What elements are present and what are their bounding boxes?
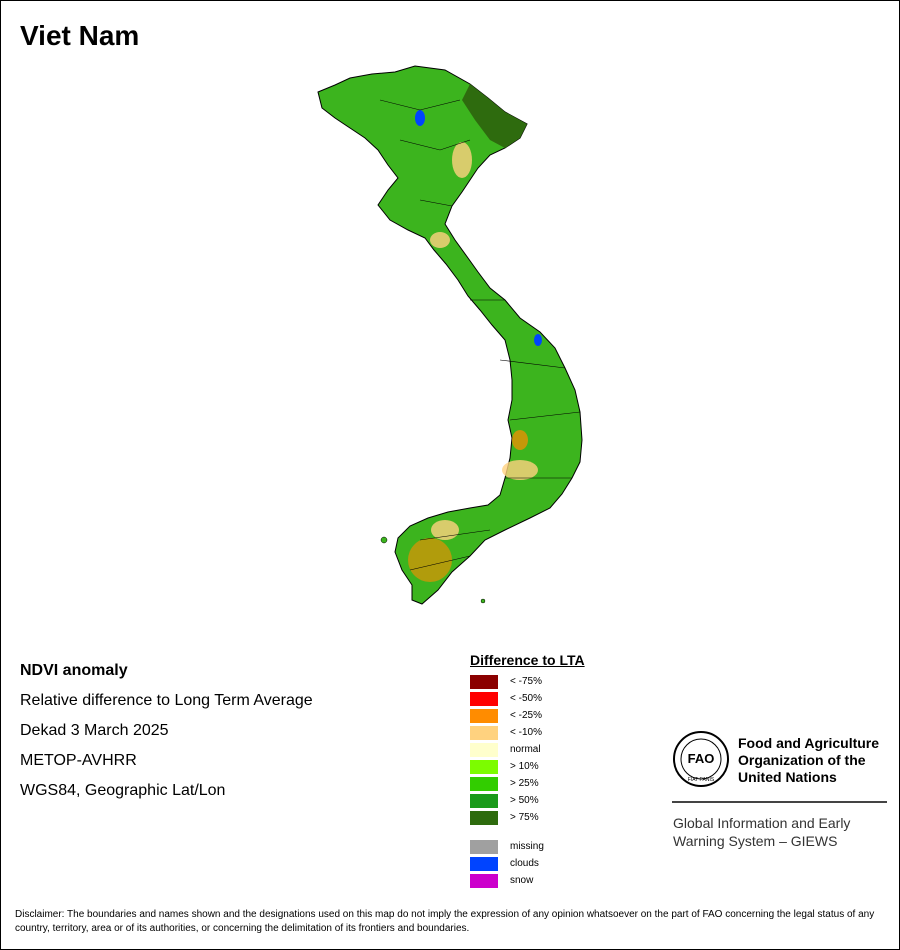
legend-row: clouds — [470, 855, 670, 872]
legend-swatch — [470, 708, 498, 723]
legend-row: < -75% — [470, 673, 670, 690]
organization-name: Food and Agriculture Organization of the… — [738, 735, 880, 785]
fao-logo-motto: FIAT PANIS — [688, 777, 715, 783]
fao-logo: FAO FIAT PANIS — [673, 731, 729, 787]
legend-label: < -50% — [510, 693, 542, 704]
legend-swatch — [470, 674, 498, 689]
legend-row: > 25% — [470, 775, 670, 792]
legend-label: > 25% — [510, 778, 539, 789]
fao-logo-text: FAO — [688, 751, 715, 766]
legend-row: > 50% — [470, 792, 670, 809]
sensor: METOP-AVHRR — [20, 752, 137, 769]
ne-anomaly-region — [462, 84, 527, 148]
legend-swatch — [470, 793, 498, 808]
map-title: Viet Nam — [20, 20, 140, 51]
legend-swatch — [470, 691, 498, 706]
product-name: NDVI anomaly — [20, 662, 128, 679]
legend-label: > 75% — [510, 812, 539, 823]
legend-label: < -75% — [510, 676, 542, 687]
legend-label: > 10% — [510, 761, 539, 772]
legend-row: > 10% — [470, 758, 670, 775]
mekong-dry-patch-2 — [431, 520, 459, 540]
delta-dry-patch — [452, 142, 472, 178]
province-boundaries — [379, 99, 581, 571]
legend-row: < -25% — [470, 707, 670, 724]
legend-title: Difference to LTA — [470, 652, 585, 668]
disclaimer: Disclaimer: The boundaries and names sho… — [15, 909, 875, 934]
legend-row: snow — [470, 872, 670, 889]
legend-label: > 50% — [510, 795, 539, 806]
country-map — [317, 65, 583, 605]
legend-swatch — [470, 742, 498, 757]
cloud-patch-north — [415, 110, 425, 126]
legend-swatch — [470, 839, 498, 854]
legend-row: < -10% — [470, 724, 670, 741]
legend-row: < -50% — [470, 690, 670, 707]
system-name: Global Information and Early Warning Sys… — [673, 815, 851, 849]
legend-extras: missing clouds snow — [470, 838, 670, 889]
legend-row: normal — [470, 741, 670, 758]
legend-classes: < -75% < -50% < -25% < -10% normal > 10% > 25%… — [470, 673, 670, 826]
divider — [672, 801, 887, 803]
legend-label: < -10% — [510, 727, 542, 738]
legend-swatch — [470, 856, 498, 871]
coast-dry-patch — [512, 430, 528, 450]
south-dry-patch — [502, 460, 538, 480]
legend-row: > 75% — [470, 809, 670, 826]
legend-label: missing — [510, 841, 544, 852]
central-dry-patch — [430, 232, 450, 248]
map-info: NDVI anomaly Relative difference to Long… — [20, 656, 313, 806]
legend-swatch — [470, 810, 498, 825]
legend-label: normal — [510, 744, 541, 755]
legend-label: snow — [510, 875, 534, 886]
product-description: Relative difference to Long Term Average — [20, 692, 313, 709]
island — [480, 598, 486, 604]
cloud-patch-central — [534, 334, 542, 346]
legend-label: clouds — [510, 858, 539, 869]
legend: Difference to LTA < -75% < -50% < -25% < -1… — [470, 652, 670, 889]
legend-row: missing — [470, 838, 670, 855]
period: Dekad 3 March 2025 — [20, 722, 169, 739]
legend-swatch — [470, 759, 498, 774]
mekong-dry-patch — [408, 538, 452, 582]
island — [380, 536, 388, 544]
legend-label: < -25% — [510, 710, 542, 721]
legend-swatch — [470, 776, 498, 791]
legend-swatch — [470, 873, 498, 888]
legend-swatch — [470, 725, 498, 740]
projection: WGS84, Geographic Lat/Lon — [20, 782, 226, 799]
